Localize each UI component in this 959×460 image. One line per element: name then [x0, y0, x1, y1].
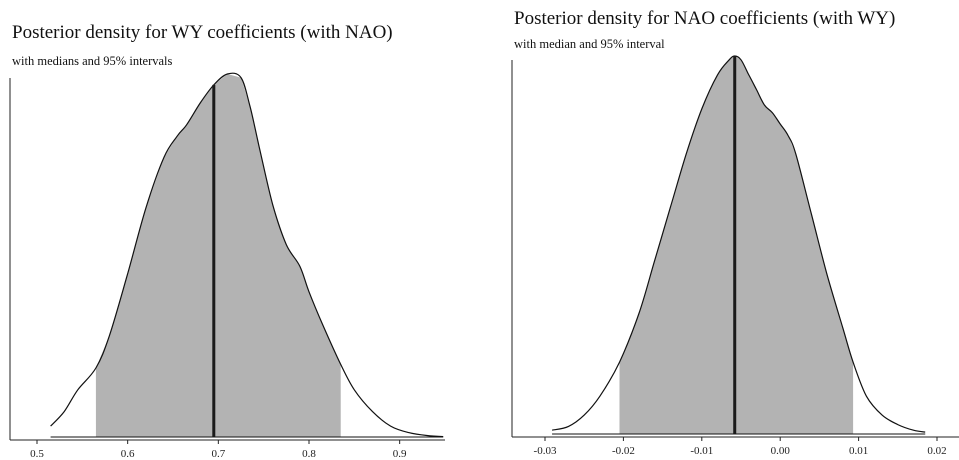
- chart-subtitle: with median and 95% interval: [514, 37, 665, 51]
- x-tick-label: 0.01: [849, 445, 868, 457]
- x-tick-label: 0.9: [393, 448, 407, 460]
- density-curve: [551, 55, 926, 433]
- chart-title: Posterior density for WY coefficients (w…: [12, 22, 393, 43]
- x-tick-label: 0.8: [302, 448, 316, 460]
- x-tick-label: 0.00: [771, 445, 791, 457]
- nao-density-plot: -0.03 -0.02 -0.01 0.00 0.01 0.02: [511, 55, 959, 457]
- x-tick-label: -0.02: [612, 445, 635, 457]
- x-tick-label: 0.7: [211, 448, 225, 460]
- x-tick-label: -0.01: [690, 445, 713, 457]
- density-curve: [50, 72, 444, 438]
- x-tick-label: 0.02: [927, 445, 946, 457]
- interval-95-area: [95, 74, 341, 437]
- x-tick-label: 0.6: [121, 448, 135, 460]
- chart-title: Posterior density for NAO coefficients (…: [514, 8, 896, 29]
- wy-density-panel: Posterior density for WY coefficients (w…: [0, 0, 470, 460]
- chart-subtitle: with medians and 95% intervals: [12, 54, 173, 68]
- nao-density-panel: Posterior density for NAO coefficients (…: [490, 0, 959, 460]
- wy-density-plot: 0.5 0.6 0.7 0.8 0.9: [9, 72, 445, 460]
- interval-95-area: [619, 56, 854, 434]
- x-tick-label: 0.5: [30, 448, 44, 460]
- x-tick-label: -0.03: [534, 445, 557, 457]
